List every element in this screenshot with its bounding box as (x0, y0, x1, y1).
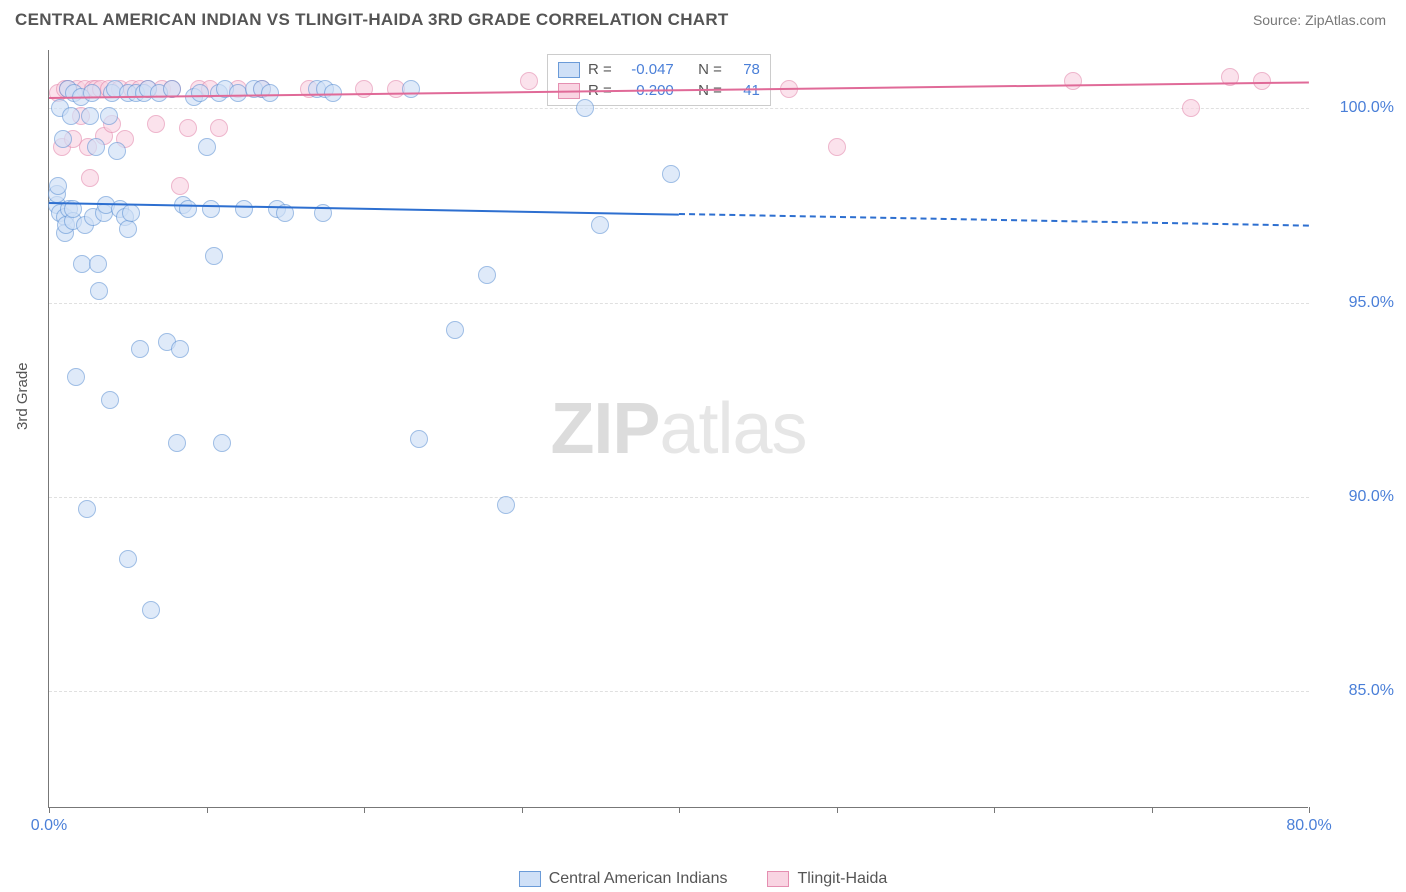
data-point (81, 107, 99, 125)
data-point (171, 177, 189, 195)
data-point (235, 200, 253, 218)
gridline (49, 303, 1309, 304)
data-point (828, 138, 846, 156)
data-point (119, 550, 137, 568)
legend-swatch (767, 871, 789, 887)
data-point (122, 204, 140, 222)
data-point (108, 142, 126, 160)
data-point (171, 340, 189, 358)
x-tick (837, 807, 838, 813)
x-tick (207, 807, 208, 813)
data-point (410, 430, 428, 448)
data-point (205, 247, 223, 265)
data-point (179, 200, 197, 218)
data-point (67, 368, 85, 386)
y-axis-label: 3rd Grade (14, 362, 31, 430)
x-tick (522, 807, 523, 813)
stats-legend-row: R = -0.047 N = 78 (558, 59, 760, 80)
x-tick (679, 807, 680, 813)
data-point (402, 80, 420, 98)
data-point (81, 169, 99, 187)
legend-item: Central American Indians (519, 870, 728, 888)
data-point (446, 321, 464, 339)
legend-swatch (558, 62, 580, 78)
data-point (179, 119, 197, 137)
gridline (49, 691, 1309, 692)
data-point (662, 165, 680, 183)
y-tick-label: 85.0% (1318, 682, 1394, 700)
scatter-plot: ZIPatlas R = -0.047 N = 78R = 0.200 N = … (48, 50, 1308, 808)
data-point (89, 255, 107, 273)
y-tick-label: 100.0% (1318, 99, 1394, 117)
data-point (191, 84, 209, 102)
x-tick (49, 807, 50, 813)
x-tick-label: 80.0% (1286, 817, 1331, 835)
data-point (198, 138, 216, 156)
trend-line (679, 213, 1309, 227)
data-point (1182, 99, 1200, 117)
x-tick (364, 807, 365, 813)
gridline (49, 108, 1309, 109)
stats-legend: R = -0.047 N = 78R = 0.200 N = 41 (547, 54, 771, 106)
legend-swatch (519, 871, 541, 887)
data-point (576, 99, 594, 117)
data-point (54, 130, 72, 148)
chart-title: CENTRAL AMERICAN INDIAN VS TLINGIT-HAIDA… (15, 10, 729, 30)
data-point (101, 391, 119, 409)
y-tick-label: 90.0% (1318, 488, 1394, 506)
data-point (78, 500, 96, 518)
data-point (261, 84, 279, 102)
data-point (168, 434, 186, 452)
data-point (49, 177, 67, 195)
series-legend: Central American Indians Tlingit-Haida (0, 870, 1406, 888)
x-tick (1152, 807, 1153, 813)
data-point (202, 200, 220, 218)
data-point (87, 138, 105, 156)
data-point (591, 216, 609, 234)
data-point (131, 340, 149, 358)
trend-line (49, 202, 679, 216)
x-tick-label: 0.0% (31, 817, 67, 835)
data-point (119, 220, 137, 238)
data-point (83, 84, 101, 102)
legend-label: Central American Indians (549, 870, 728, 888)
data-point (100, 107, 118, 125)
legend-label: Tlingit-Haida (797, 870, 887, 888)
data-point (213, 434, 231, 452)
data-point (497, 496, 515, 514)
source-label: Source: ZipAtlas.com (1253, 12, 1386, 28)
legend-item: Tlingit-Haida (767, 870, 887, 888)
watermark: ZIPatlas (550, 388, 806, 470)
data-point (520, 72, 538, 90)
data-point (210, 119, 228, 137)
data-point (478, 266, 496, 284)
x-tick (1309, 807, 1310, 813)
data-point (1064, 72, 1082, 90)
gridline (49, 497, 1309, 498)
data-point (62, 107, 80, 125)
data-point (147, 115, 165, 133)
y-tick-label: 95.0% (1318, 294, 1394, 312)
data-point (90, 282, 108, 300)
x-tick (994, 807, 995, 813)
data-point (142, 601, 160, 619)
